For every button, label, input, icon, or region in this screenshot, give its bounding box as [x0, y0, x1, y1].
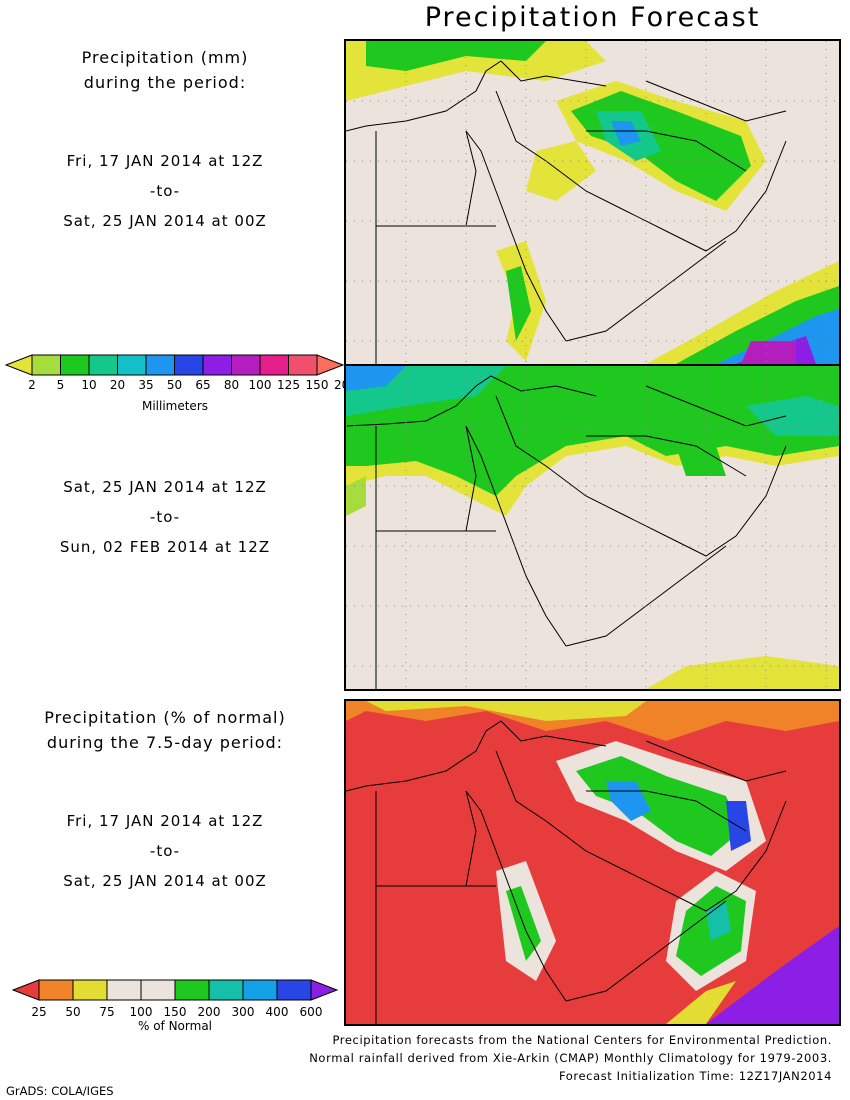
legend-color-box	[60, 354, 90, 376]
legend-tick-label: 50	[65, 1005, 81, 1019]
map-panel-2	[344, 364, 841, 691]
panel3-heading-line2: during the 7.5-day period:	[46, 733, 284, 752]
legend-color-box	[174, 354, 204, 376]
legend-tick-label: 400	[265, 1005, 289, 1019]
legend-arrow-left	[11, 979, 40, 1001]
legend-color-box	[31, 354, 61, 376]
map-panel-3	[344, 699, 841, 1026]
legend-tick-label: 100	[248, 378, 272, 392]
legend-tick-label: 125	[277, 378, 300, 392]
panel2-end-date: Sun, 02 FEB 2014 at 12Z	[59, 538, 271, 556]
legend-tick-label: 5	[56, 378, 65, 392]
legend-tick-label: 25	[31, 1005, 47, 1019]
legend-color-box	[208, 979, 244, 1001]
page-title: Precipitation Forecast	[424, 2, 761, 33]
legend-color-box	[117, 354, 147, 376]
country-borders-pct	[345, 720, 787, 1024]
legend-tick-label: 100	[129, 1005, 153, 1019]
panel1-heading-line2: during the period:	[83, 73, 247, 92]
legend-color-box	[288, 354, 318, 376]
panel1-end-date: Sat, 25 JAN 2014 at 00Z	[63, 212, 267, 230]
legend-tick-label: 50	[166, 378, 183, 392]
panel1-to: -to-	[149, 182, 181, 200]
legend-color-box	[276, 979, 312, 1001]
panel1-heading-line1: Precipitation (mm)	[81, 48, 249, 67]
legend-arrow-left	[5, 354, 33, 376]
legend-tick-label: 10	[81, 378, 97, 392]
panel3-to: -to-	[149, 842, 181, 860]
credit-line-3: Forecast Initialization Time: 12Z17JAN20…	[558, 1069, 832, 1083]
legend-tick-label: 600	[299, 1005, 323, 1019]
map-panel-1	[344, 39, 841, 366]
pct-shading	[346, 701, 839, 1024]
legend-color-box	[72, 979, 108, 1001]
legend-tick-label: 20	[109, 378, 126, 392]
pct-legend-ticks: 25 50 75 100 150 200 300 400 600	[5, 1005, 345, 1019]
legend-color-box	[242, 979, 278, 1001]
mm-legend-colorbar	[5, 354, 345, 376]
pct-legend-label: % of Normal	[137, 1019, 212, 1033]
precip-shading-week2	[346, 366, 839, 689]
precip-shading-week1	[346, 41, 839, 364]
mm-legend-ticks: 25102035506580100125150200	[5, 378, 357, 392]
legend-tick-label: 200	[197, 1005, 221, 1019]
credit-line-1: Precipitation forecasts from the Nationa…	[332, 1033, 832, 1047]
legend-color-box	[145, 354, 175, 376]
mm-legend: 25102035506580100125150200 Millimeters	[5, 353, 357, 413]
mm-legend-label: Millimeters	[141, 399, 209, 413]
legend-color-box	[174, 979, 210, 1001]
legend-tick-label: 150	[305, 378, 329, 392]
legend-color-box	[202, 354, 232, 376]
legend-tick-label: 150	[163, 1005, 187, 1019]
legend-arrow-right	[316, 354, 345, 376]
legend-color-box	[38, 979, 74, 1001]
legend-color-box	[106, 979, 142, 1001]
legend-arrow-right	[310, 979, 339, 1001]
country-borders-week1	[345, 60, 787, 364]
panel2-to: -to-	[149, 508, 181, 526]
grads-footer: GrADS: COLA/IGES	[6, 1084, 114, 1098]
legend-tick-label: 75	[99, 1005, 115, 1019]
legend-color-box	[231, 354, 261, 376]
legend-color-box	[259, 354, 289, 376]
credit-line-2: Normal rainfall derived from Xie-Arkin (…	[309, 1051, 832, 1065]
legend-color-box	[140, 979, 176, 1001]
legend-tick-label: 300	[231, 1005, 255, 1019]
panel1-start-date: Fri, 17 JAN 2014 at 12Z	[66, 152, 264, 170]
panel3-end-date: Sat, 25 JAN 2014 at 00Z	[63, 872, 267, 890]
pct-legend-colorbar	[11, 979, 339, 1001]
precip-map-week2	[345, 366, 839, 689]
pct-normal-map	[345, 701, 839, 1024]
legend-tick-label: 65	[195, 378, 211, 392]
legend-tick-label: 2	[28, 378, 36, 392]
legend-tick-label: 80	[223, 378, 240, 392]
panel2-start-date: Sat, 25 JAN 2014 at 12Z	[63, 478, 267, 496]
precip-map-week1	[345, 41, 839, 364]
legend-color-box	[88, 354, 118, 376]
panel3-heading-line1: Precipitation (% of normal)	[44, 708, 286, 727]
legend-tick-label: 35	[138, 378, 154, 392]
pct-legend: 25 50 75 100 150 200 300 400 600 % of Normal	[5, 978, 345, 1038]
panel3-start-date: Fri, 17 JAN 2014 at 12Z	[66, 812, 264, 830]
